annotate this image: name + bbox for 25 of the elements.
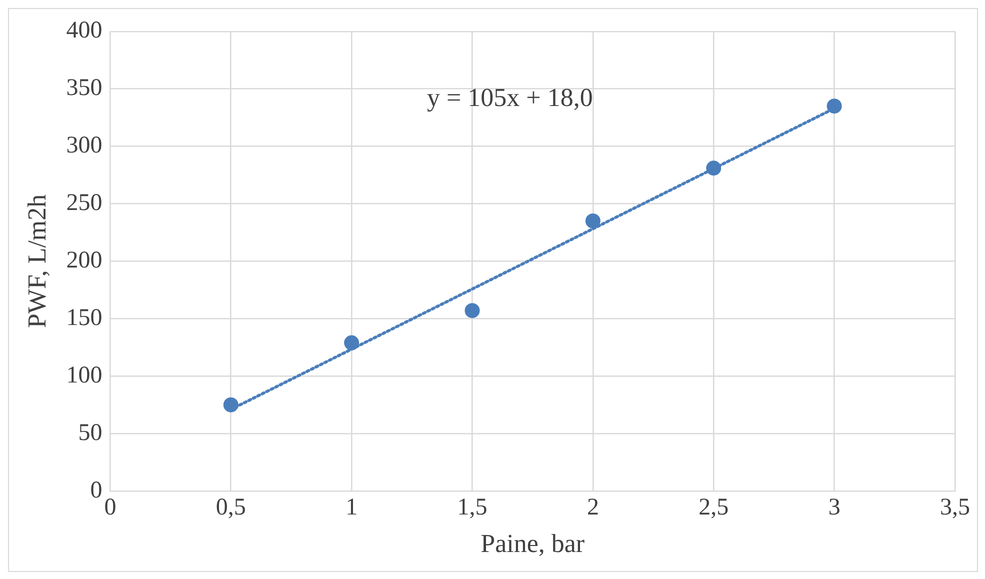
x-tick-label: 3,5: [940, 494, 970, 521]
x-tick-label: 0,5: [216, 494, 246, 521]
x-tick-label: 1: [346, 494, 358, 521]
x-axis-title: Paine, bar: [480, 529, 585, 558]
y-axis-title: PWF, L/m2h: [22, 194, 52, 328]
point: [223, 397, 238, 412]
point: [344, 335, 360, 350]
y-tick-label: 350: [66, 75, 102, 102]
x-tick-label: 2: [586, 494, 599, 521]
x-tick-label: 2,5: [698, 494, 729, 521]
y-tick-label: 200: [66, 247, 102, 274]
y-tick-label: 150: [66, 304, 102, 331]
y-tick-label: 400: [66, 18, 102, 44]
y-tick-label: 100: [66, 362, 102, 388]
y-tick-label: 300: [66, 132, 102, 159]
point: [585, 213, 600, 228]
x-tick-label: 1,5: [457, 494, 488, 521]
point: [826, 98, 842, 114]
point: [464, 303, 480, 318]
annotation: y = 105x + 18,0: [427, 83, 593, 112]
point: [706, 160, 722, 176]
x-tick-label: 3: [828, 494, 840, 521]
y-tick-label: 50: [78, 420, 102, 446]
y-tick-label: 0: [90, 477, 102, 504]
y-tick-label: 250: [66, 190, 102, 216]
